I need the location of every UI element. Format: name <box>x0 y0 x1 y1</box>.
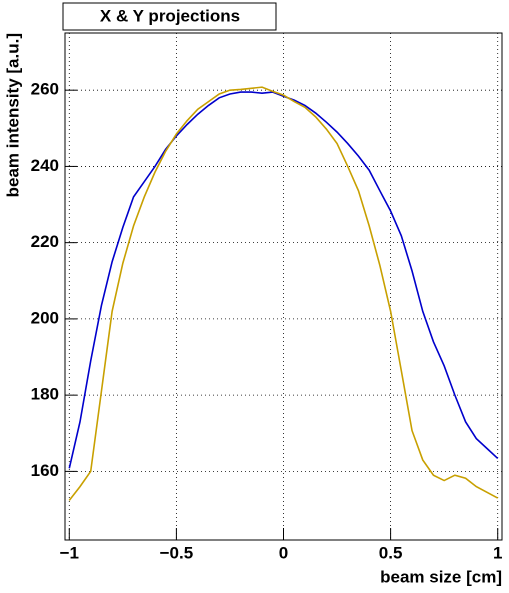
y-tick-label: 260 <box>31 80 59 99</box>
plot-frame <box>64 32 503 541</box>
chart-title: X & Y projections <box>100 6 240 25</box>
y-tick-label: 180 <box>31 385 59 404</box>
series-line <box>68 86 499 501</box>
x-tick-label: −1 <box>60 543 79 562</box>
y-tick-label: 200 <box>31 308 59 327</box>
x-tick-label: 0 <box>279 543 288 562</box>
title-box <box>62 2 277 31</box>
y-tick-label: 240 <box>31 156 59 175</box>
x-tick-label: 0.5 <box>379 543 403 562</box>
x-tick-label: 1 <box>493 543 502 562</box>
y-tick-label: 160 <box>31 461 59 480</box>
series-line <box>68 91 499 469</box>
x-tick-label: −0.5 <box>160 543 194 562</box>
y-tick-label: 220 <box>31 232 59 251</box>
y-axis-label: beam intensity [a.u.] <box>3 33 22 197</box>
x-axis-label: beam size [cm] <box>380 567 502 586</box>
